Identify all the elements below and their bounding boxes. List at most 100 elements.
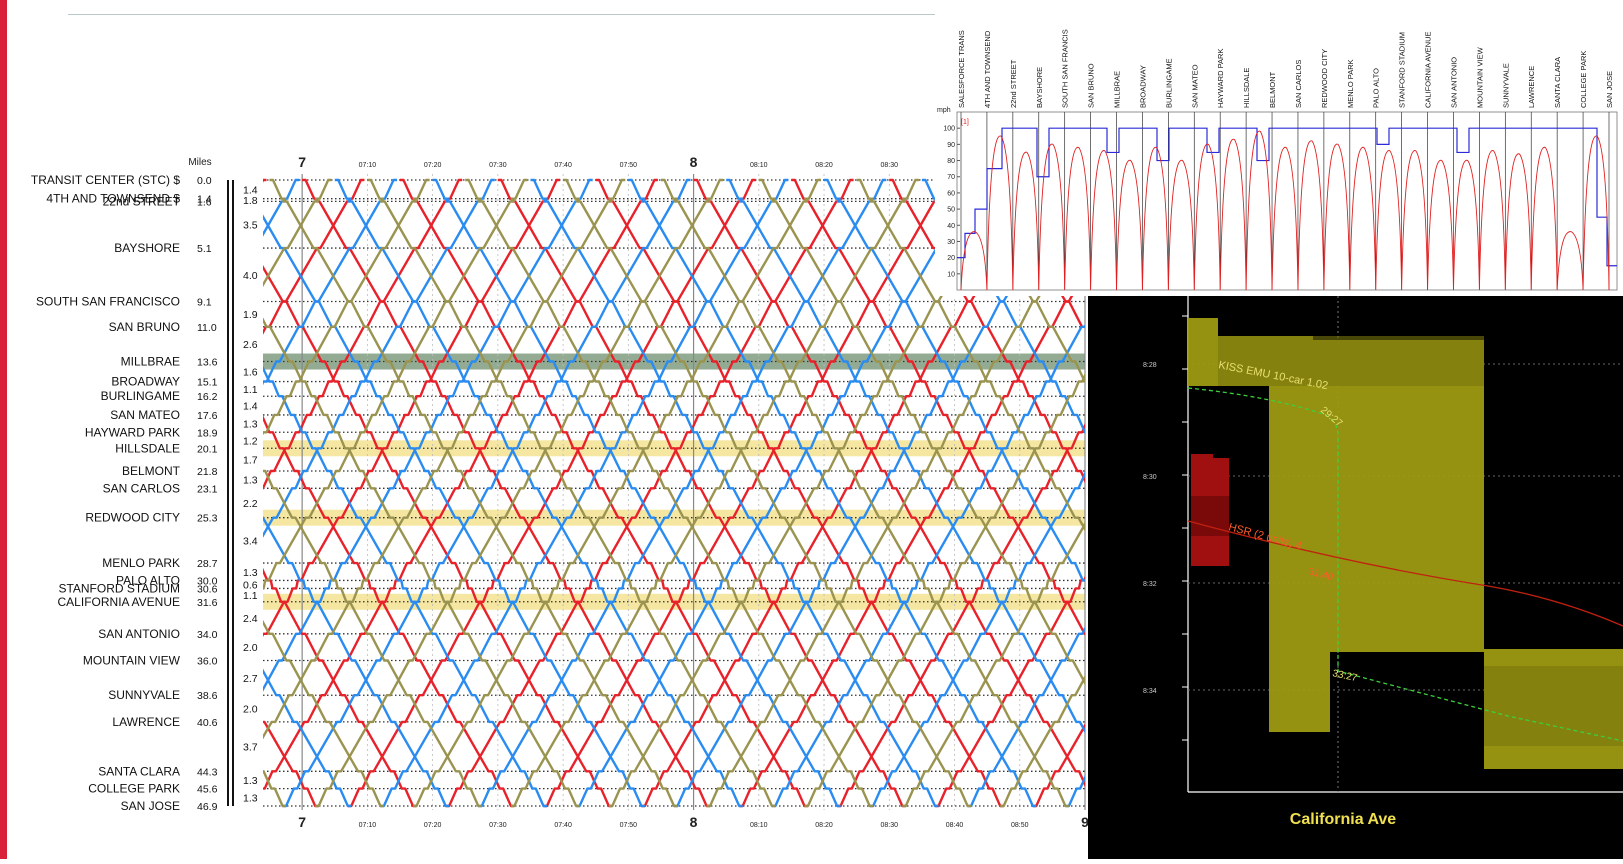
train-line xyxy=(263,178,463,490)
simulation-panel: 8:28 8:30 8:32 8:34 KISS EMU 10-car 1.02 29:2… xyxy=(1088,296,1623,859)
station-name: SAN ANTONIO xyxy=(98,627,180,641)
station-mile: 20.1 xyxy=(197,443,218,455)
sim-ytick: 8:34 xyxy=(1143,688,1157,695)
station-name: BURLINGAME xyxy=(101,389,180,403)
speed-ytick: 100 xyxy=(943,126,955,133)
time-tick-bottom: 08:50 xyxy=(1011,822,1029,829)
station-name: HAYWARD PARK xyxy=(85,425,180,439)
segment-distance: 0.6 xyxy=(243,579,258,591)
speed-station-label: SOUTH SAN FRANCIS xyxy=(1061,29,1070,108)
train-line xyxy=(263,178,528,590)
train-line xyxy=(576,178,985,808)
speed-station-label: SAN CARLOS xyxy=(1294,60,1303,108)
speed-station-label: SAN ANTONIO xyxy=(1449,57,1458,108)
speed-station-label: SANTA CLARA xyxy=(1553,57,1562,108)
segment-distance: 1.7 xyxy=(243,455,258,467)
time-tick-top: 8 xyxy=(690,154,698,170)
train-line xyxy=(478,178,887,808)
station-mile: 0.0 xyxy=(197,175,212,187)
station-mile: 34.0 xyxy=(197,629,218,641)
segment-distance: 2.4 xyxy=(243,613,258,625)
speed-ytick: 10 xyxy=(947,271,955,278)
station-mile: 17.6 xyxy=(197,410,218,422)
time-tick-top: 08:30 xyxy=(881,162,899,169)
time-tick-bottom: 8 xyxy=(690,814,698,830)
speed-station-label: BROADWAY xyxy=(1138,65,1147,108)
station-name: BROADWAY xyxy=(111,375,180,389)
station-mile: 13.6 xyxy=(197,357,218,369)
station-mile: 36.0 xyxy=(197,656,218,668)
time-tick-top: 07:50 xyxy=(620,162,638,169)
occupancy-window-dark xyxy=(1484,666,1623,746)
station-mile: 25.3 xyxy=(197,513,218,525)
speed-ytick: 40 xyxy=(947,223,955,230)
station-name: 22nd STREET xyxy=(103,194,181,208)
station-mile: 28.7 xyxy=(197,558,218,570)
time-tick-bottom: 07:30 xyxy=(489,822,507,829)
marker-label: [1] xyxy=(961,119,969,126)
segment-distance: 3.5 xyxy=(243,220,258,232)
station-name: MENLO PARK xyxy=(102,556,180,570)
station-name: PALO ALTO xyxy=(116,573,180,587)
speed-station-label: STANFORD STADIUM xyxy=(1398,32,1407,108)
station-mile: 11.0 xyxy=(197,322,217,334)
train-line xyxy=(967,626,1085,808)
station-name: SAN BRUNO xyxy=(109,320,180,334)
segment-distance: 1.4 xyxy=(243,184,258,196)
station-mile: 44.3 xyxy=(197,766,218,778)
time-tick-top: 07:10 xyxy=(359,162,377,169)
speed-ytick: 90 xyxy=(947,142,955,149)
train-line xyxy=(263,178,365,335)
speed-station-label: REDWOOD CITY xyxy=(1320,49,1329,108)
segment-distance: 2.7 xyxy=(243,673,258,685)
station-mile: 46.9 xyxy=(197,801,218,813)
time-tick-bottom: 07:20 xyxy=(424,822,442,829)
station-name: MILLBRAE xyxy=(121,355,180,369)
segment-distance: 1.4 xyxy=(243,401,258,413)
train-line xyxy=(263,317,580,808)
speed-ytick: 20 xyxy=(947,255,955,262)
sim-ytick: 8:30 xyxy=(1143,474,1157,481)
segment-distance: 1.3 xyxy=(243,792,258,804)
speed-profile-panel: mph [1] 10 20 30 40 50 60 70 80 90 100 SALESFORCE TR… xyxy=(935,0,1623,296)
speed-station-label: HILLSDALE xyxy=(1242,68,1251,108)
speed-station-label: MILLBRAE xyxy=(1113,71,1122,108)
station-mile: 1.4 xyxy=(197,194,212,206)
accent-bar xyxy=(0,0,7,859)
train-line xyxy=(263,619,384,808)
highlight-band xyxy=(263,353,1085,370)
segment-distance: 2.2 xyxy=(243,498,258,510)
station-labels: Miles TRANSIT CENTER (STC) $ 0.0 4TH AND TO… xyxy=(31,157,258,813)
segment-distance: 1.3 xyxy=(243,775,258,787)
station-mile: 38.6 xyxy=(197,690,218,702)
train-line xyxy=(263,178,561,638)
segment-distance: 1.3 xyxy=(243,567,258,579)
speed-station-label: LAWRENCE xyxy=(1527,66,1536,108)
train-line xyxy=(263,668,352,808)
time-tick-top: 08:20 xyxy=(815,162,833,169)
speed-unit-label: mph xyxy=(937,107,951,114)
train-speed-line xyxy=(960,130,1610,291)
segment-distance: 1.3 xyxy=(243,419,258,431)
speed-station-label: SAN JOSE xyxy=(1605,71,1614,108)
station-mile: 40.6 xyxy=(197,717,218,729)
train-line xyxy=(263,178,495,538)
time-tick-bottom: 07:50 xyxy=(620,822,638,829)
segment-distance: 1.2 xyxy=(243,435,258,447)
train-line xyxy=(263,414,515,808)
station-name: BELMONT xyxy=(122,464,181,478)
station-name: MOUNTAIN VIEW xyxy=(83,654,181,668)
speed-station-label: BURLINGAME xyxy=(1164,58,1173,108)
time-tick-bottom: 9 xyxy=(1081,814,1089,830)
station-name: COLLEGE PARK xyxy=(88,782,180,796)
speed-station-label: SAN BRUNO xyxy=(1087,63,1096,108)
hsr-block-dark xyxy=(1191,496,1229,536)
train-line xyxy=(315,178,724,808)
station-name: SAN MATEO xyxy=(110,408,180,422)
speed-station-label: BAYSHORE xyxy=(1035,67,1044,108)
speed-station-label: MOUNTAIN VIEW xyxy=(1475,46,1484,108)
train-line xyxy=(263,178,397,386)
train-lines xyxy=(263,178,1085,808)
station-mile: 31.6 xyxy=(197,597,218,609)
